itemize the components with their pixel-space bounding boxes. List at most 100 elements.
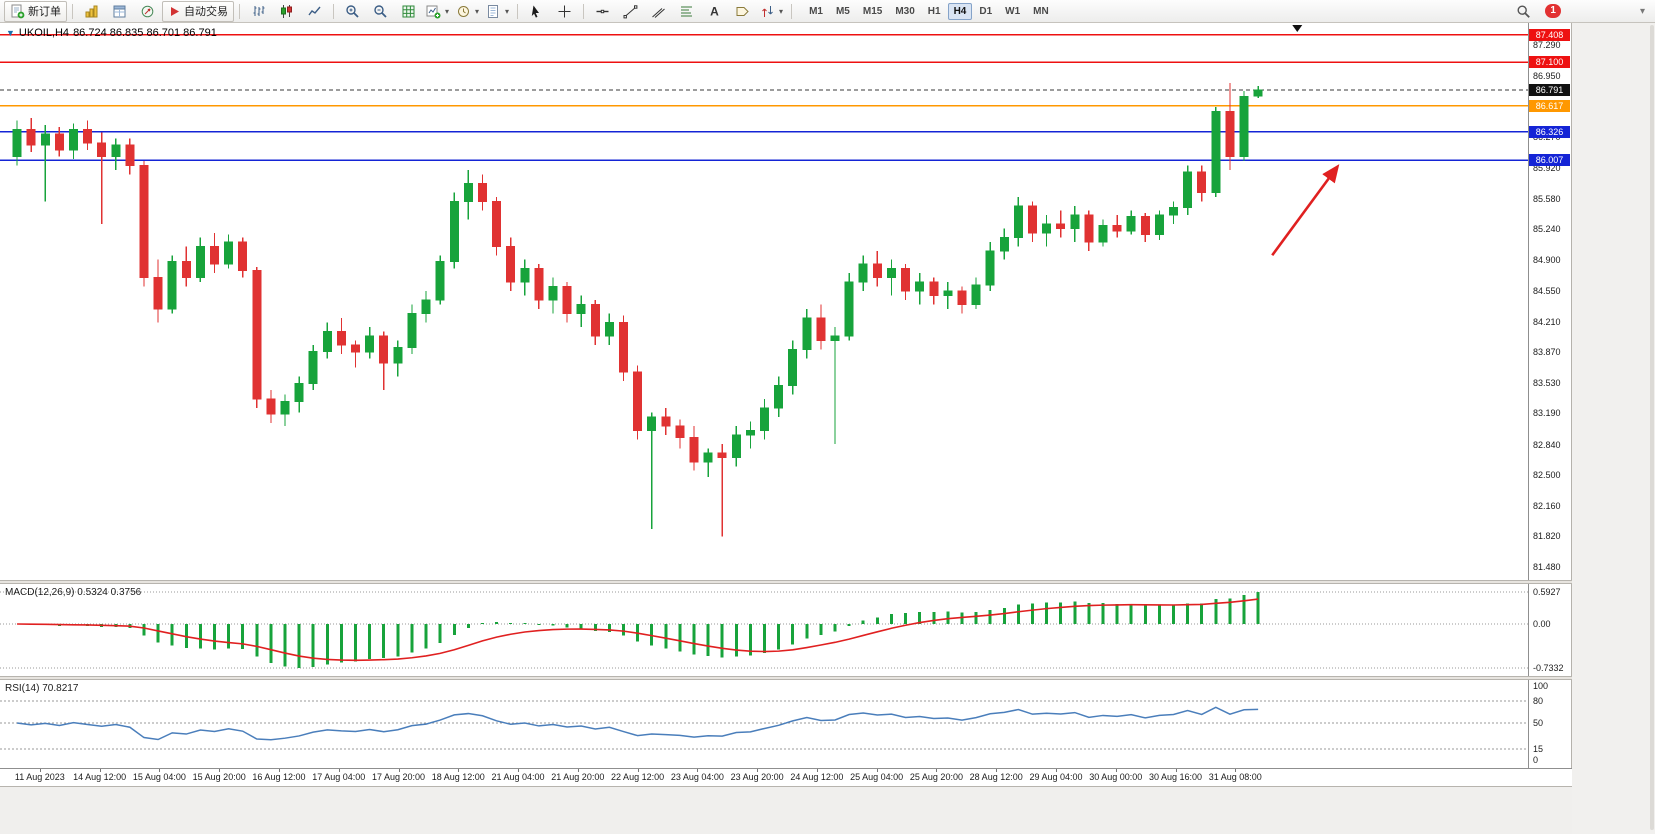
price-badge: 86.007 [1529,154,1570,167]
price-tick: 85.920 [1533,163,1561,174]
time-tick [1115,769,1117,772]
price-badge: 86.617 [1529,99,1570,112]
profiles-button[interactable]: ▾ [453,1,482,22]
tf-button-mn[interactable]: MN [1033,5,1049,17]
time-label: 23 Aug 04:00 [670,772,724,782]
grid-button[interactable] [395,1,422,22]
price-chart-canvas[interactable] [0,23,1528,580]
time-label: 14 Aug 12:00 [73,772,127,782]
search-button[interactable] [1510,1,1537,22]
grid-icon [401,4,416,19]
price-tick: 83.190 [1533,408,1561,419]
timeframe-group: M1 M5 M15 M30 H1 H4 D1 W1 MN [803,2,1055,20]
time-tick [1055,769,1057,772]
candlesticks[interactable] [12,82,1263,537]
time-tick [876,769,878,772]
chevron-down-icon: ▾ [475,6,480,16]
tf-button-m1[interactable]: M1 [809,5,823,17]
chevron-down-icon: ▾ [779,6,784,16]
time-tick [458,769,460,772]
tf-button-w1[interactable]: W1 [1005,5,1021,17]
zoom-out-button[interactable] [367,1,394,22]
candlestick-chart-button[interactable] [273,1,300,22]
scroll-marker-icon[interactable] [1292,25,1303,32]
macd-panel[interactable]: 0.5927 0.00 -0.7332 MACD(12,26,9) 0.5324 0… [0,584,1572,676]
tf-button-m30[interactable]: M30 [895,5,915,17]
time-tick [697,769,699,772]
tf-button-h1[interactable]: H1 [927,5,941,17]
macd-canvas[interactable] [0,584,1528,676]
tf-button-h4[interactable]: H4 [947,2,973,20]
text-button[interactable]: A [701,1,728,22]
zoom-in-button[interactable] [339,1,366,22]
macd-scale[interactable]: 0.5927 0.00 -0.7332 [1528,584,1571,676]
time-label: 25 Aug 04:00 [850,772,904,782]
time-label: 21 Aug 20:00 [551,772,605,782]
crosshair-button[interactable] [551,1,578,22]
price-tick: 81.820 [1533,531,1561,542]
price-tick: 82.840 [1533,439,1561,450]
time-tick [99,769,101,772]
channel-button[interactable] [645,1,672,22]
price-tick: 83.870 [1533,347,1561,358]
new-order-icon [10,4,25,19]
time-label: 28 Aug 12:00 [969,772,1023,782]
macd-tick: 0.00 [1533,618,1551,629]
fibonacci-button[interactable] [673,1,700,22]
auto-trading-label: 自动交易 [184,6,228,18]
tf-button-m15[interactable]: M15 [862,5,883,17]
tf-button-d1[interactable]: D1 [979,5,993,17]
horizontal-line-button[interactable] [589,1,616,22]
toolbar-separator [517,3,519,19]
price-tick: 84.210 [1533,316,1561,327]
price-tick: 85.240 [1533,224,1561,235]
cursor-icon [529,4,544,19]
navigator-icon [140,4,155,19]
price-scale[interactable]: 87.29086.95086.61086.27085.92085.58085.2… [1528,23,1571,580]
time-tick [518,769,520,772]
price-tick: 87.290 [1533,40,1561,51]
label-icon [735,4,750,19]
templates-button[interactable]: ▾ [483,1,512,22]
market-watch-icon [84,4,99,19]
chevron-down-icon[interactable]: ▾ [1639,5,1645,17]
arrows-button[interactable]: ▾ [757,1,786,22]
notification-badge[interactable]: 1 [1545,4,1561,18]
cursor-button[interactable] [523,1,550,22]
time-label: 15 Aug 20:00 [192,772,246,782]
time-label: 24 Aug 12:00 [790,772,844,782]
panel-splitter[interactable] [0,676,1572,680]
rsi-tick: 0 [1533,755,1539,765]
new-order-button[interactable]: 新订单 [4,0,67,22]
tf-button-m5[interactable]: M5 [835,5,850,17]
channel-icon [651,4,666,19]
horizontal-line-icon [595,4,610,19]
bar-chart-button[interactable] [245,1,272,22]
market-watch-button[interactable] [78,1,105,22]
new-chart-button[interactable]: ▾ [423,1,452,22]
rsi-canvas[interactable] [0,680,1528,768]
data-window-button[interactable] [106,1,133,22]
time-tick [637,769,639,772]
navigator-button[interactable] [134,1,161,22]
data-window-icon [112,4,127,19]
trend-arrow-annotation[interactable] [1271,164,1340,257]
time-tick [159,769,161,772]
rsi-scale[interactable]: 100 80 50 15 0 [1528,680,1571,768]
toolbar-separator [333,3,334,19]
rsi-panel[interactable]: 100 80 50 15 0 RSI(14) 70.8217 [0,680,1572,768]
vertical-scrollbar[interactable] [1650,25,1654,830]
auto-trading-button[interactable]: 自动交易 [162,0,234,22]
trendline-button[interactable] [617,1,644,22]
time-tick [398,769,400,772]
mt-logo-icon: ▼ [6,28,15,38]
toolbar-separator [583,3,585,19]
fibonacci-icon [679,4,694,19]
bar-chart-icon [251,4,266,19]
line-chart-button[interactable] [301,1,328,22]
rsi-tick: 80 [1533,695,1544,706]
main-chart-panel[interactable]: 87.29086.95086.61086.27085.92085.58085.2… [0,23,1572,580]
time-axis[interactable]: 11 Aug 2023 14 Aug 12:00 15 Aug 04:00 15 Au… [0,768,1572,786]
panel-splitter[interactable] [0,580,1572,584]
label-button[interactable] [729,1,756,22]
